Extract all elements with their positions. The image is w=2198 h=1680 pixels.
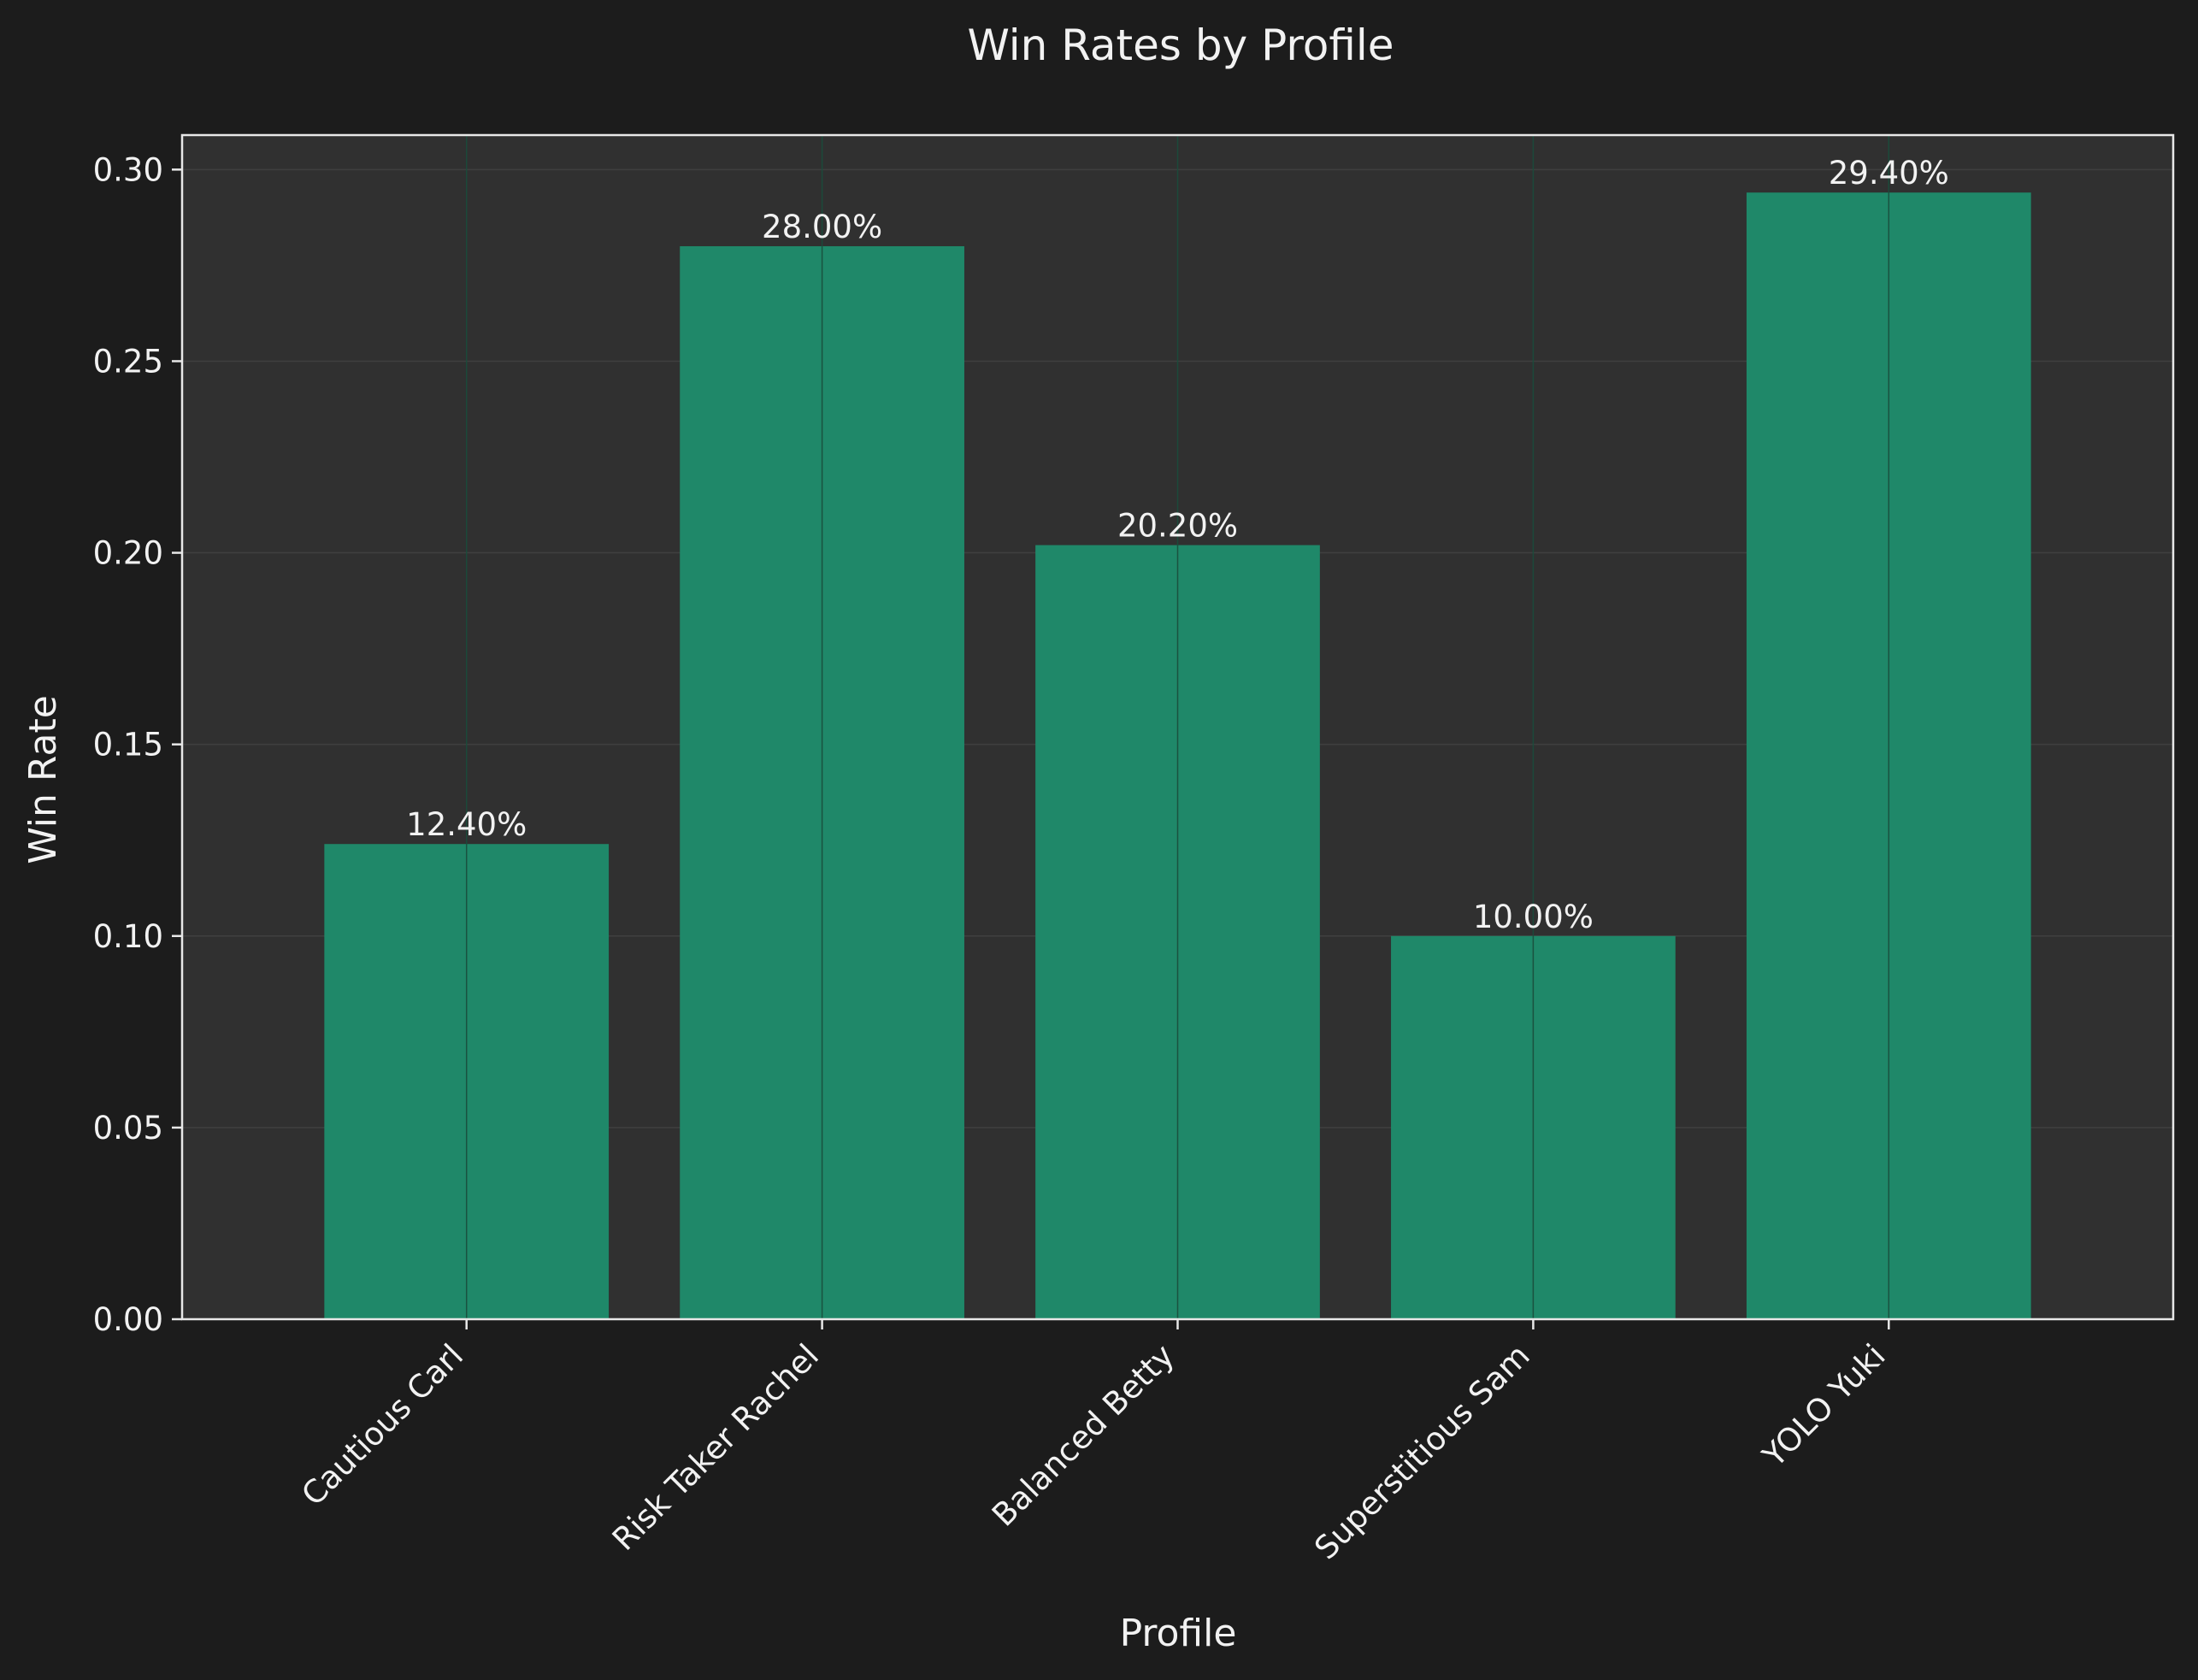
x-axis-label: Profile <box>1120 1612 1237 1655</box>
y-tick-label: 0.05 <box>93 1110 163 1147</box>
bar-value-label: 28.00% <box>762 209 882 245</box>
bar-value-label: 29.40% <box>1829 155 1949 192</box>
bar-value-labels: 12.40% 28.00% 20.20% 10.00% 29.40% <box>406 155 1949 935</box>
y-tick-label: 0.10 <box>93 918 163 955</box>
y-tick-label: 0.30 <box>93 151 163 188</box>
chart-title: Win Rates by Profile <box>967 21 1394 70</box>
bar-value-label: 10.00% <box>1473 899 1594 935</box>
y-tick-label: 0.20 <box>93 535 163 572</box>
y-tick-label: 0.25 <box>93 343 163 380</box>
bar-value-label: 20.20% <box>1117 508 1238 545</box>
y-tick-label: 0.15 <box>93 727 163 763</box>
bar-value-label: 12.40% <box>406 806 527 843</box>
y-tick-label: 0.00 <box>93 1301 163 1338</box>
y-axis-label: Win Rate <box>21 695 65 864</box>
vertical-grid-lines <box>465 135 1890 1319</box>
